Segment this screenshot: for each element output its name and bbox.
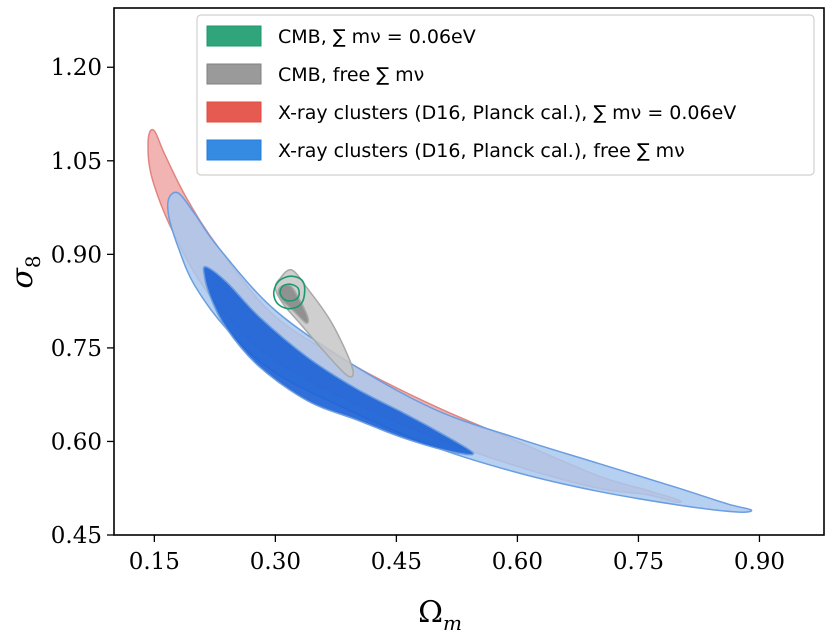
x-axis-ticks: 0.15 0.30 0.45 0.60 0.75 0.90 (129, 535, 785, 575)
contour-68pct-series-1 (202, 265, 475, 456)
legend-label-0: CMB, ∑ mν = 0.06eV (278, 26, 476, 48)
y-axis-ticks: 0.45 0.60 0.75 0.90 1.05 1.20 (51, 55, 114, 549)
legend-swatch-0 (206, 25, 262, 47)
y-axis-label: σ8 (5, 255, 45, 288)
legend-label-2: X-ray clusters (D16, Planck cal.), ∑ mν … (278, 102, 736, 124)
series-1 (166, 191, 753, 513)
y-tick-label: 0.75 (51, 336, 102, 362)
contours-layer (147, 128, 753, 513)
contour-68pct-series-2 (277, 284, 310, 324)
contour-95pct-series-3 (272, 275, 306, 310)
legend-label-1: CMB, free ∑ mν (278, 64, 424, 86)
legend-box (196, 14, 815, 176)
x-tick-label: 0.15 (129, 549, 180, 575)
series-3 (272, 275, 306, 310)
x-axis-label: Ωm (418, 595, 462, 630)
x-tick-label: 0.60 (492, 549, 543, 575)
plot-frame (113, 7, 825, 536)
y-tick-label: 1.20 (51, 55, 102, 81)
y-tick-label: 1.05 (51, 149, 102, 175)
x-tick-label: 0.75 (613, 549, 664, 575)
y-tick-label: 0.60 (51, 429, 102, 455)
legend-items: CMB, ∑ mν = 0.06eV CMB, free ∑ mν X-ray cl… (206, 25, 736, 162)
legend: CMB, ∑ mν = 0.06eV CMB, free ∑ mν X-ray cl… (196, 14, 815, 176)
legend-swatch-1 (206, 63, 262, 85)
y-tick-label: 0.90 (51, 242, 102, 268)
legend-swatch-2 (206, 101, 262, 123)
legend-swatch-3 (206, 139, 262, 161)
x-tick-label: 0.30 (250, 549, 301, 575)
contour-68pct-series-3 (279, 283, 301, 302)
y-tick-label: 0.45 (51, 523, 102, 549)
x-tick-label: 0.45 (371, 549, 422, 575)
x-tick-label: 0.90 (734, 549, 785, 575)
legend-label-3: X-ray clusters (D16, Planck cal.), free … (278, 140, 685, 162)
